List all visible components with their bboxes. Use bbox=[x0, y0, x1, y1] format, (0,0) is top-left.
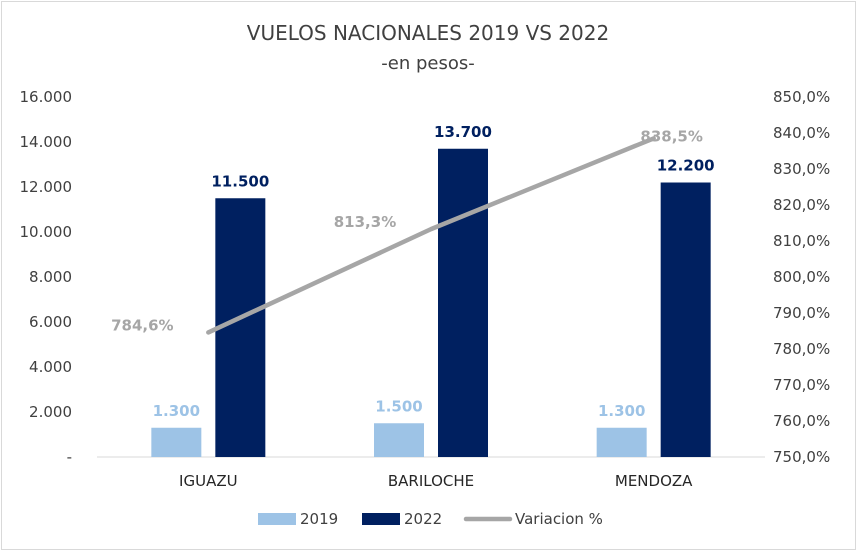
legend: 2019 2022 Variacion % bbox=[258, 510, 603, 528]
data-label-2022: 11.500 bbox=[211, 172, 269, 190]
y-right-tick-label: 840,0% bbox=[773, 124, 830, 142]
y-right-tick-label: 760,0% bbox=[773, 412, 830, 430]
y-right-tick-label: 770,0% bbox=[773, 376, 830, 394]
bar-2019-iguazu bbox=[151, 427, 202, 457]
y-left-tick-label: 2.000 bbox=[29, 403, 72, 421]
data-label-variacion: 838,5% bbox=[640, 127, 702, 145]
y-right-tick-label: 780,0% bbox=[773, 340, 830, 358]
y-left-tick-label: 12.000 bbox=[20, 178, 73, 196]
y-left-tick-label: 4.000 bbox=[29, 358, 72, 376]
bar-2019-bariloche bbox=[374, 423, 424, 457]
legend-label: Variacion % bbox=[515, 510, 603, 528]
bar-2022-bariloche bbox=[438, 148, 488, 457]
y-right-tick-label: 800,0% bbox=[773, 268, 830, 286]
y-right-tick-label: 750,0% bbox=[773, 448, 830, 466]
y-left-tick-label: 10.000 bbox=[20, 223, 73, 241]
y-right-tick-label: 850,0% bbox=[773, 88, 830, 106]
data-label-2019: 1.300 bbox=[598, 402, 645, 420]
y-left-tick-label: - bbox=[67, 448, 72, 466]
series-line-variacion bbox=[206, 136, 656, 335]
bar-2019-mendoza bbox=[596, 427, 647, 457]
legend-label: 2019 bbox=[300, 510, 338, 528]
legend-swatch-2022 bbox=[362, 513, 400, 525]
x-tick-label: MENDOZA bbox=[615, 472, 693, 490]
legend-label: 2022 bbox=[404, 510, 442, 528]
data-label-2022: 13.700 bbox=[434, 123, 492, 141]
data-label-2022: 12.200 bbox=[657, 157, 715, 175]
chart-subtitle: -en pesos- bbox=[381, 53, 474, 74]
data-label-variacion: 813,3% bbox=[334, 213, 396, 231]
y-left-tick-label: 6.000 bbox=[29, 313, 72, 331]
data-label-2019: 1.500 bbox=[375, 397, 422, 415]
y-left-tick-label: 14.000 bbox=[20, 133, 73, 151]
bar-2022-mendoza bbox=[660, 182, 711, 457]
y-right-tick-label: 830,0% bbox=[773, 160, 830, 178]
legend-swatch-2019 bbox=[258, 513, 296, 525]
chart-title: VUELOS NACIONALES 2019 VS 2022 bbox=[247, 21, 609, 45]
y-right-tick-label: 790,0% bbox=[773, 304, 830, 322]
plot-area: - 2.000 4.000 6.000 8.000 10.000 12.000 14.000 1… bbox=[20, 88, 831, 490]
data-label-2019: 1.300 bbox=[153, 402, 200, 420]
y-left-tick-label: 16.000 bbox=[20, 88, 73, 106]
x-tick-label: IGUAZU bbox=[179, 472, 238, 490]
y-left-tick-label: 8.000 bbox=[29, 268, 72, 286]
y-right-tick-label: 820,0% bbox=[773, 196, 830, 214]
x-tick-label: BARILOCHE bbox=[388, 472, 474, 490]
y-right-tick-label: 810,0% bbox=[773, 232, 830, 250]
data-label-variacion: 784,6% bbox=[111, 316, 173, 334]
